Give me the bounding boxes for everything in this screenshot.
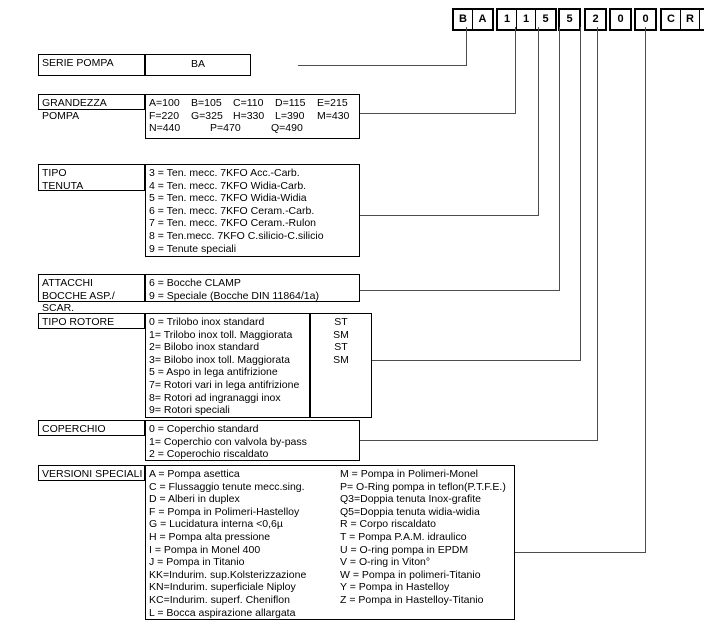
section-sidecodes-tipo-rotore: ST SM ST SM — [310, 313, 372, 418]
code-cell-coperchio-0[interactable]: 0 — [636, 10, 655, 29]
section-label-coperchio: COPERCHIO — [38, 420, 145, 436]
code-group-versioni[interactable]: CRV — [660, 8, 704, 31]
section-content-coperchio: 0 = Coperchio standard 1= Coperchio con … — [145, 420, 360, 461]
grandezza-row: F=220 G=325 H=330 L=390 M=430 — [149, 109, 350, 122]
connector-grandezza-horizontal — [360, 113, 516, 114]
section-content-tipo-tenuta: 3 = Ten. mecc. 7KFO Acc.-Carb. 4 = Ten. … — [145, 164, 360, 257]
section-content-attacchi: 6 = Bocche CLAMP 9 = Speciale (Bocche DI… — [145, 274, 360, 302]
section-label-attacchi: ATTACCHI BOCCHE ASP./ SCAR. — [38, 274, 145, 314]
versioni-column-left: A = Pompa asettica C = Flussaggio tenute… — [149, 468, 307, 619]
code-group-coperchio[interactable]: 0 — [634, 8, 657, 31]
section-label-serie-pompa: SERIE POMPA — [38, 54, 145, 76]
connector-coperchio-horizontal — [360, 440, 598, 441]
code-cell-tenuta-0[interactable]: 5 — [560, 10, 579, 29]
code-cell-versioni-0[interactable]: C — [662, 10, 681, 29]
grandezza-row: N=440 P=470 Q=490 — [149, 122, 303, 135]
connector-tenuta-horizontal — [360, 215, 539, 216]
code-cell-grandezza-1[interactable]: 1 — [517, 10, 536, 29]
section-label-tipo-tenuta: TIPO TENUTA — [38, 164, 145, 192]
connector-versioni-horizontal — [515, 552, 646, 553]
code-cell-grandezza-2[interactable]: 5 — [536, 10, 555, 29]
section-label-versioni-speciali: VERSIONI SPECIALI — [38, 465, 145, 481]
code-group-attacchi[interactable]: 2 — [584, 8, 607, 31]
section-content-versioni-speciali: A = Pompa asettica C = Flussaggio tenute… — [145, 465, 515, 620]
connector-grandezza-vertical — [515, 27, 516, 113]
connector-attacchi-horizontal — [360, 290, 560, 291]
section-label-tipo-rotore: TIPO ROTORE — [38, 313, 145, 329]
connector-rotore-horizontal — [372, 360, 581, 361]
code-cell-versioni-2[interactable]: V — [700, 10, 704, 29]
section-content-grandezza-pompa: A=100 B=105 C=110 D=115 E=215 F=220 G=32… — [145, 94, 360, 139]
code-cell-versioni-1[interactable]: R — [681, 10, 700, 29]
versioni-column-right: M = Pompa in Polimeri-Monel P= O-Ring po… — [340, 468, 506, 606]
section-label-grandezza-pompa: GRANDEZZA POMPA — [38, 94, 145, 122]
connector-versioni-vertical — [645, 27, 646, 552]
code-cell-serie-1[interactable]: A — [473, 10, 492, 29]
code-cell-attacchi-0[interactable]: 2 — [586, 10, 605, 29]
section-content-tipo-rotore: 0 = Trilobo inox standard 1= Trilobo ino… — [145, 313, 310, 418]
connector-serie-horizontal — [298, 65, 467, 66]
code-cell-serie-0[interactable]: B — [454, 10, 473, 29]
connector-attacchi-vertical — [559, 27, 560, 290]
code-group-tenuta[interactable]: 5 — [558, 8, 581, 31]
connector-tenuta-vertical — [538, 27, 539, 215]
code-cell-rotore-0[interactable]: 0 — [611, 10, 630, 29]
connector-serie-vertical — [466, 27, 467, 65]
code-cell-grandezza-0[interactable]: 1 — [498, 10, 517, 29]
connector-rotore-vertical — [580, 27, 581, 360]
connector-coperchio-vertical — [597, 27, 598, 440]
grandezza-row: A=100 B=105 C=110 D=115 E=215 — [149, 97, 348, 109]
code-group-rotore[interactable]: 0 — [609, 8, 632, 31]
section-value-serie-pompa: BA — [145, 54, 251, 76]
